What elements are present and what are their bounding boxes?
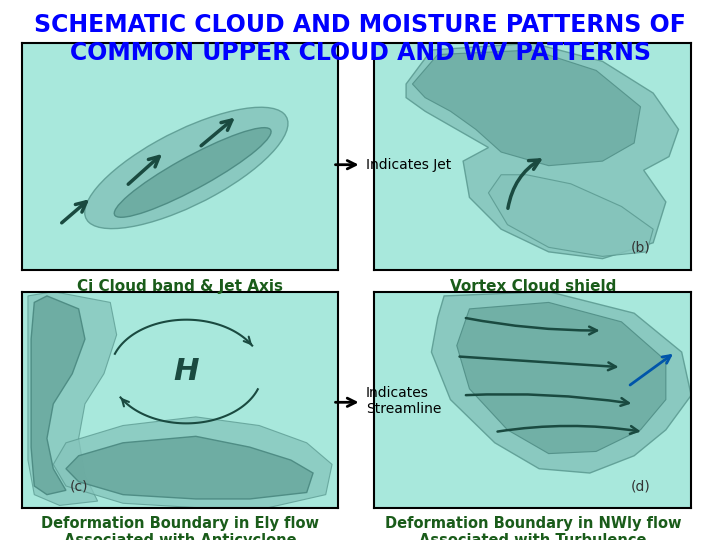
Text: Ci Cloud band & Jet Axis: Ci Cloud band & Jet Axis: [77, 279, 283, 294]
Text: SCHEMATIC CLOUD AND MOISTURE PATTERNS OF: SCHEMATIC CLOUD AND MOISTURE PATTERNS OF: [34, 14, 686, 37]
Polygon shape: [31, 296, 85, 495]
Text: H: H: [174, 357, 199, 386]
Ellipse shape: [114, 127, 271, 217]
Polygon shape: [53, 417, 332, 508]
Text: Indicates Jet: Indicates Jet: [366, 158, 451, 172]
Text: Deformation Boundary in Ely flow
Associated with Anticyclone: Deformation Boundary in Ely flow Associa…: [41, 516, 319, 540]
Polygon shape: [66, 436, 313, 499]
Text: Vortex Cloud shield: Vortex Cloud shield: [449, 279, 616, 294]
Polygon shape: [431, 292, 691, 473]
Text: (d): (d): [631, 479, 650, 493]
Text: (b): (b): [631, 240, 650, 254]
Text: COMMON UPPER CLOUD AND WV PATTERNS: COMMON UPPER CLOUD AND WV PATTERNS: [70, 40, 650, 64]
Polygon shape: [28, 292, 117, 505]
Polygon shape: [406, 43, 678, 259]
Text: Indicates
Streamline: Indicates Streamline: [366, 386, 441, 416]
Ellipse shape: [85, 107, 288, 228]
Polygon shape: [456, 302, 666, 454]
Polygon shape: [413, 50, 641, 166]
Text: Deformation Boundary in NWly flow
Associated with Turbulence: Deformation Boundary in NWly flow Associ…: [384, 516, 681, 540]
Text: (c): (c): [69, 479, 88, 493]
Polygon shape: [488, 175, 653, 256]
